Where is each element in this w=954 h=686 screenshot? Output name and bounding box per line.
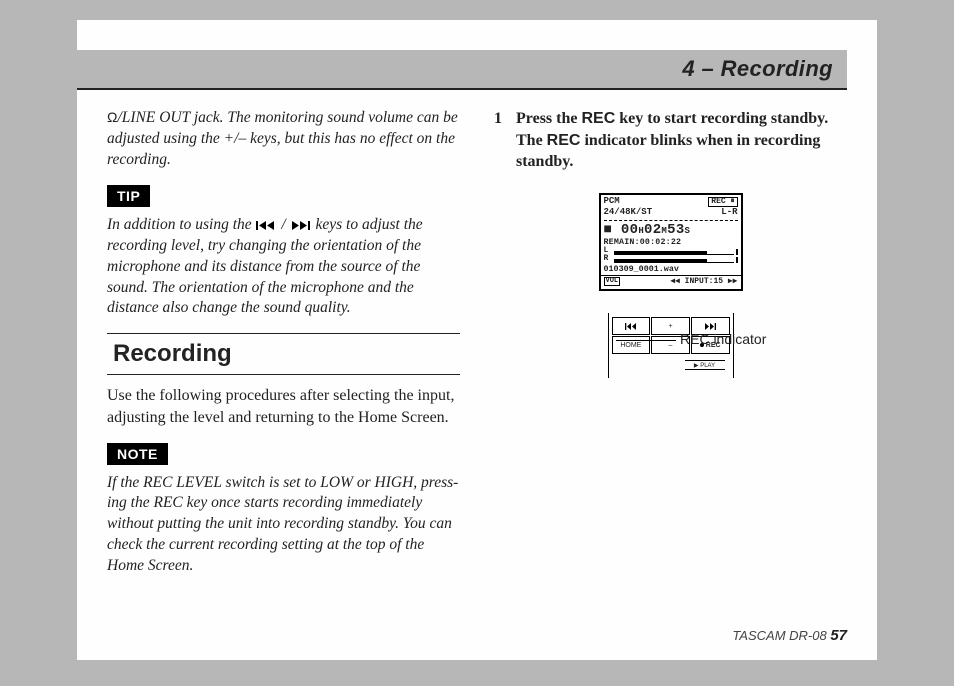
rec-key-2: REC xyxy=(547,132,581,149)
tip-paragraph: In addition to using the / keys to adjus… xyxy=(107,215,460,320)
chapter-header: 4 – Recording xyxy=(77,50,847,90)
home-button: HOME xyxy=(612,336,651,354)
footer-model: TASCAM DR-08 xyxy=(732,628,830,643)
manual-page: 4 – Recording Ω/LINE OUT jack. The monit… xyxy=(77,20,877,660)
lcd-lr: L-R xyxy=(721,208,737,217)
tip-mid: / xyxy=(278,216,290,233)
lcd-screen: PCM REC ⏸ 24/48K/ST L-R ■ 00H02M53S REMA… xyxy=(599,193,743,292)
lcd-rec-state: REC ⏸ xyxy=(708,197,737,207)
callout-line xyxy=(616,340,676,341)
rec-key-1: REC xyxy=(581,110,615,127)
note-paragraph: If the REC LEVEL switch is set to LOW or… xyxy=(107,473,460,578)
lcd-time: ■ 00H02M53S xyxy=(604,222,738,239)
lcd-vol: VOL xyxy=(604,277,621,286)
lcd-remain: REMAIN:00:02:22 xyxy=(604,239,738,247)
rec-indicator-label: REC indicator xyxy=(680,331,766,347)
lcd-illustration: PCM REC ⏸ 24/48K/ST L-R ■ 00H02M53S REMA… xyxy=(494,193,847,292)
note-badge: NOTE xyxy=(107,443,168,465)
play-slider: ▶ PLAY xyxy=(685,360,725,370)
lcd-filename: 010309_0001.wav xyxy=(604,263,738,273)
chapter-title: 4 – Recording xyxy=(682,56,833,82)
section-heading: Recording xyxy=(107,333,460,375)
lcd-input: ◀◀ INPUT:15 ▶▶ xyxy=(670,278,737,286)
step-a: Press the xyxy=(516,110,581,127)
continuation-paragraph: Ω/LINE OUT jack. The monitoring sound vo… xyxy=(107,108,460,171)
step-1: 1 Press the REC key to start recording s… xyxy=(494,108,847,173)
skip-back-icon xyxy=(256,220,278,231)
cont-text: /LINE OUT jack. The monitoring sound vol… xyxy=(107,109,458,168)
skip-fwd-icon xyxy=(290,220,312,231)
headphone-icon: Ω xyxy=(107,109,117,125)
left-column: Ω/LINE OUT jack. The monitoring sound vo… xyxy=(107,108,460,610)
lcd-divider-1 xyxy=(604,220,738,221)
step-number: 1 xyxy=(494,108,502,173)
lcd-format: PCM xyxy=(604,197,620,206)
lcd-rate: 24/48K/ST xyxy=(604,208,653,217)
page-footer: TASCAM DR-08 57 xyxy=(732,627,847,644)
lcd-row-top: PCM REC ⏸ xyxy=(604,197,738,207)
tip-label: TIP xyxy=(117,188,140,204)
note-label: NOTE xyxy=(117,446,158,462)
section-title: Recording xyxy=(113,340,232,367)
lcd-meter-l: L xyxy=(604,247,738,255)
lcd-row-rate: 24/48K/ST L-R xyxy=(604,208,738,218)
step-text: Press the REC key to start recording sta… xyxy=(516,108,847,173)
lcd-bottom: VOL ◀◀ INPUT:15 ▶▶ xyxy=(604,277,738,286)
section-body: Use the following procedures after selec… xyxy=(107,385,460,428)
tip-before: In addition to using the xyxy=(107,216,256,233)
content-columns: Ω/LINE OUT jack. The monitoring sound vo… xyxy=(107,108,847,610)
footer-page-number: 57 xyxy=(830,627,847,644)
lcd-meter-r: R xyxy=(604,255,738,263)
device-diagram: + HOME – REC ▶ PLAY REC indicator xyxy=(494,313,847,378)
prev-button xyxy=(612,317,651,335)
tip-badge: TIP xyxy=(107,185,150,207)
right-column: 1 Press the REC key to start recording s… xyxy=(494,108,847,610)
